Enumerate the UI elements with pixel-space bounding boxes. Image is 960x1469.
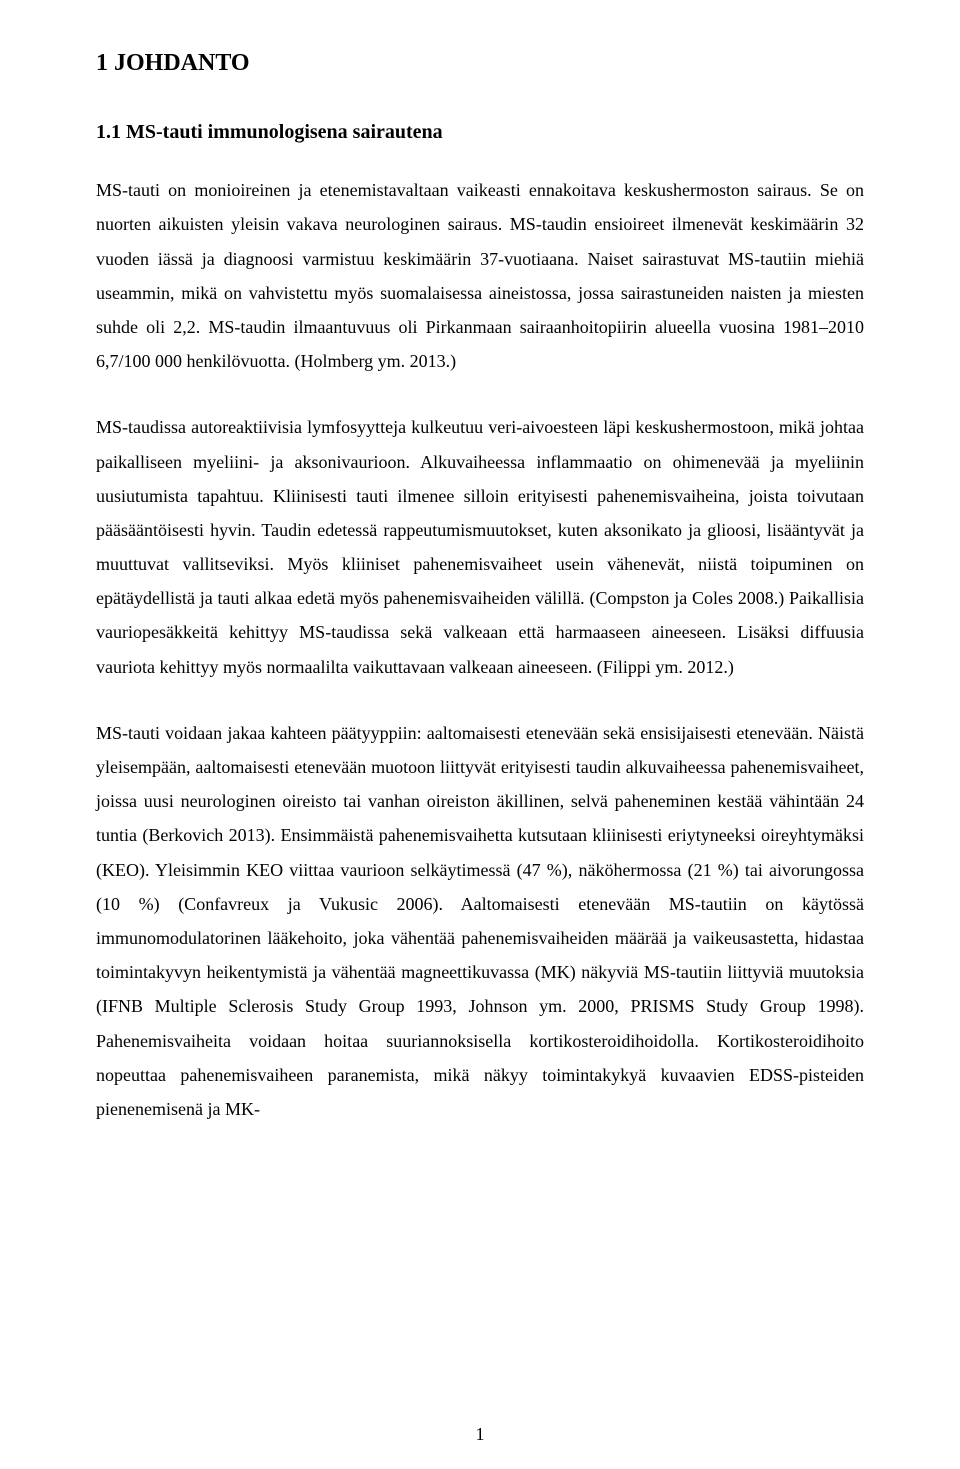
document-page: 1 JOHDANTO 1.1 MS-tauti immunologisena s… bbox=[0, 0, 960, 1469]
body-paragraph: MS-tauti voidaan jakaa kahteen päätyyppi… bbox=[96, 716, 864, 1126]
page-number: 1 bbox=[0, 1424, 960, 1445]
heading-level-1: 1 JOHDANTO bbox=[96, 48, 864, 79]
body-paragraph: MS-taudissa autoreaktiivisia lymfosyytte… bbox=[96, 410, 864, 684]
body-paragraph: MS-tauti on monioireinen ja etenemistava… bbox=[96, 173, 864, 378]
heading-level-2: 1.1 MS-tauti immunologisena sairautena bbox=[96, 119, 864, 145]
